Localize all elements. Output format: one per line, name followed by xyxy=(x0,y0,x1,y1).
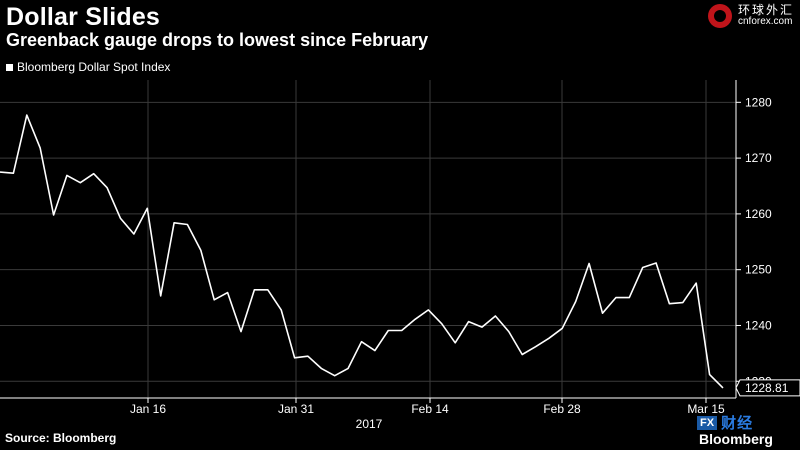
cnforex-logo-icon xyxy=(707,4,732,28)
x-axis-ticks: Jan 16 Jan 31 Feb 14 Feb 28 Mar 15 2017 xyxy=(130,402,725,431)
chart-subtitle: Greenback gauge drops to lowest since Fe… xyxy=(6,30,429,50)
last-value-box xyxy=(735,379,800,397)
y-tick-label: 1250 xyxy=(745,263,772,277)
x-tick-label: Feb 14 xyxy=(411,402,449,416)
grid xyxy=(0,80,736,398)
watermark-cn: 财经 xyxy=(721,415,754,432)
chart-title: Dollar Slides xyxy=(6,3,161,31)
legend-label: Bloomberg Dollar Spot Index xyxy=(17,60,171,74)
series-line xyxy=(0,114,724,389)
legend-swatch xyxy=(6,63,13,71)
y-axis-ticks: 123012401250126012701280 xyxy=(745,95,772,388)
watermark-box: FX xyxy=(697,415,718,430)
axes xyxy=(0,80,741,403)
x-tick-label: Feb 28 xyxy=(543,402,581,416)
y-tick-label: 1280 xyxy=(745,95,772,109)
last-value-callout: 1228.81 xyxy=(735,379,800,397)
brand-label: Bloomberg xyxy=(699,431,773,447)
logo-cn-text: 环球外汇 xyxy=(737,3,794,17)
x-tick-label: Mar 15 xyxy=(687,402,725,416)
legend: Bloomberg Dollar Spot Index xyxy=(6,60,170,74)
last-value-label: 1228.81 xyxy=(745,381,789,395)
x-tick-label: Jan 16 xyxy=(130,402,166,416)
logo-en-text: cnforex.com xyxy=(737,16,793,27)
x-axis-year-label: 2017 xyxy=(356,417,383,431)
source-note: Source: Bloomberg xyxy=(5,431,117,445)
y-tick-label: 1270 xyxy=(745,151,772,165)
x-tick-label: Jan 31 xyxy=(278,402,314,416)
watermark: FX 财经 xyxy=(697,412,753,433)
y-tick-label: 1240 xyxy=(745,318,772,332)
cnforex-logo: 环球外汇 cnforex.com xyxy=(707,3,794,28)
series-group xyxy=(0,114,724,389)
y-tick-label: 1260 xyxy=(745,207,772,221)
